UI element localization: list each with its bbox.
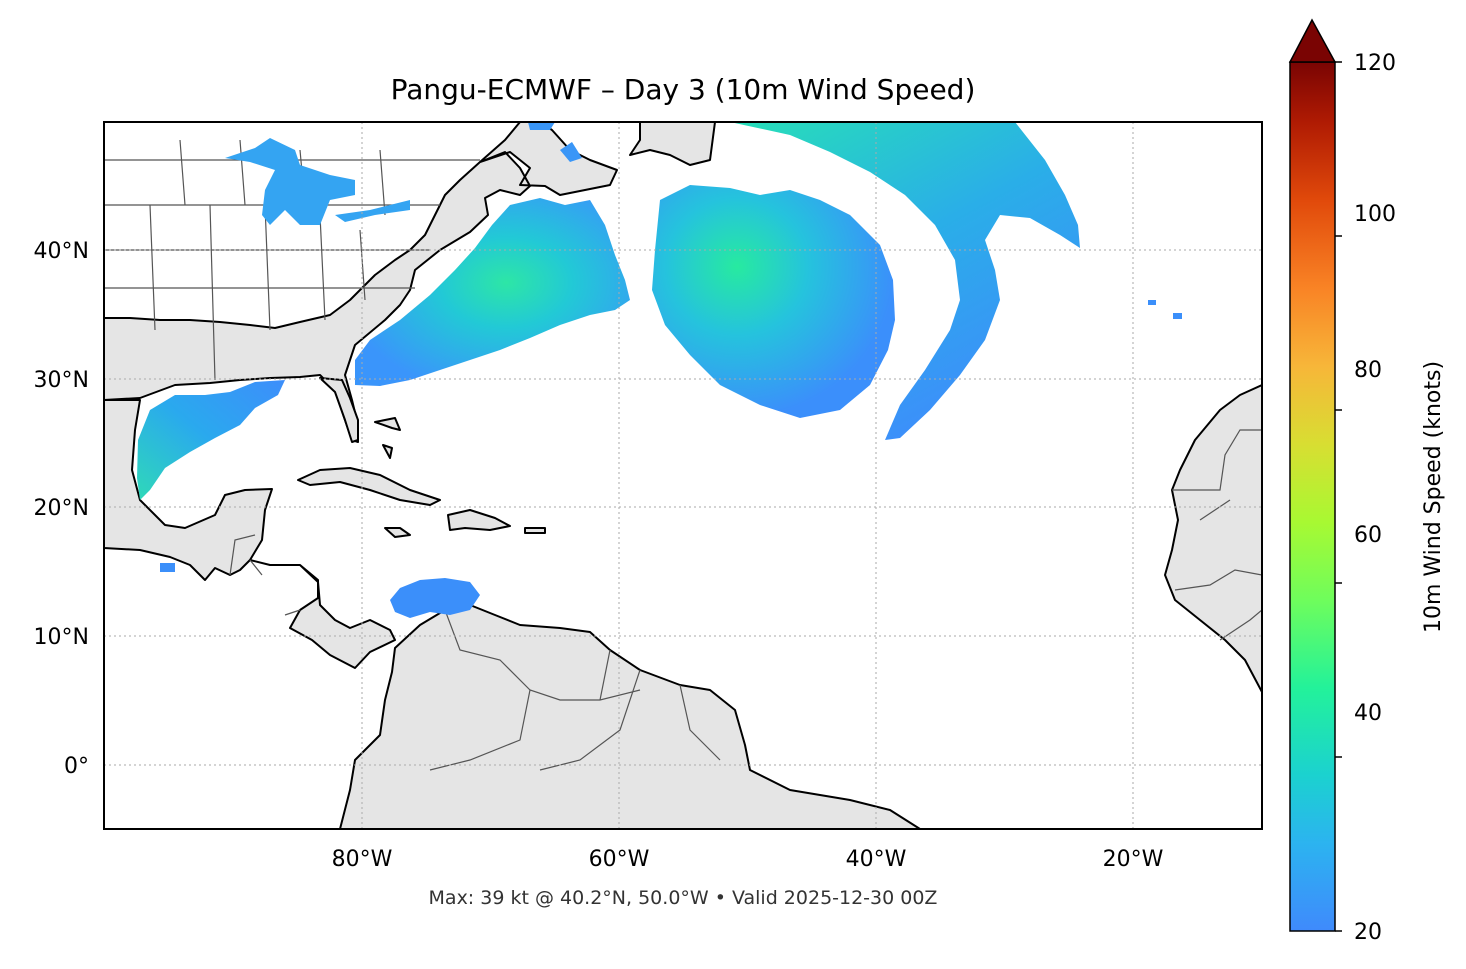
chart-title: Pangu-ECMWF – Day 3 (10m Wind Speed) — [391, 73, 976, 106]
lat-tick-label: 30°N — [34, 368, 89, 393]
lon-tick-label: 20°W — [1103, 847, 1164, 872]
colorbar-tick-label: 100 — [1354, 202, 1396, 227]
colorbar-gradient — [1289, 61, 1336, 932]
colorbar-tick-label: 20 — [1354, 920, 1382, 945]
cuba — [297, 467, 441, 506]
wind-region-caribbean — [390, 578, 480, 618]
florida — [319, 377, 359, 443]
wind-field-layer — [137, 122, 1182, 618]
lat-tick-label: 10°N — [34, 625, 89, 650]
map-area — [104, 122, 1262, 829]
puerto-rico — [524, 527, 546, 534]
lat-tick-label: 0° — [64, 754, 89, 779]
wind-region-central-low — [652, 185, 895, 418]
jamaica — [384, 527, 411, 538]
wind-region-gulf — [137, 380, 285, 500]
wind-region-great-lakes — [225, 138, 410, 225]
colorbar: 20 40 60 80 100 120 10m Wind Speed (knot… — [1288, 18, 1446, 945]
land-layer — [104, 122, 1262, 829]
colorbar-extend-arrow — [1288, 18, 1337, 63]
colorbar-tick-label: 120 — [1354, 51, 1396, 76]
map-frame — [103, 121, 1263, 830]
newfoundland — [629, 122, 716, 166]
hispaniola — [447, 509, 511, 531]
lon-tick-label: 40°W — [846, 847, 907, 872]
lon-tick-label: 80°W — [332, 847, 393, 872]
wind-region-gulf-of-maine — [528, 122, 582, 162]
max-info-footer: Max: 39 kt @ 40.2°N, 50.0°W • Valid 2025… — [429, 887, 938, 909]
lat-tick-label: 40°N — [34, 239, 89, 264]
colorbar-label: 10m Wind Speed (knots) — [1421, 361, 1446, 633]
lon-tick-label: 60°W — [589, 847, 650, 872]
colorbar-tick-label: 60 — [1354, 523, 1382, 548]
bahamas — [374, 417, 401, 459]
wind-region-northeast-arc — [730, 122, 1080, 440]
lat-tick-label: 20°N — [34, 496, 89, 521]
gridlines — [104, 122, 1262, 829]
colorbar-tick-label: 40 — [1354, 701, 1382, 726]
colorbar-tick-label: 80 — [1354, 358, 1382, 383]
wind-region-western-atlantic — [355, 198, 630, 386]
west-africa-land — [1164, 384, 1262, 693]
